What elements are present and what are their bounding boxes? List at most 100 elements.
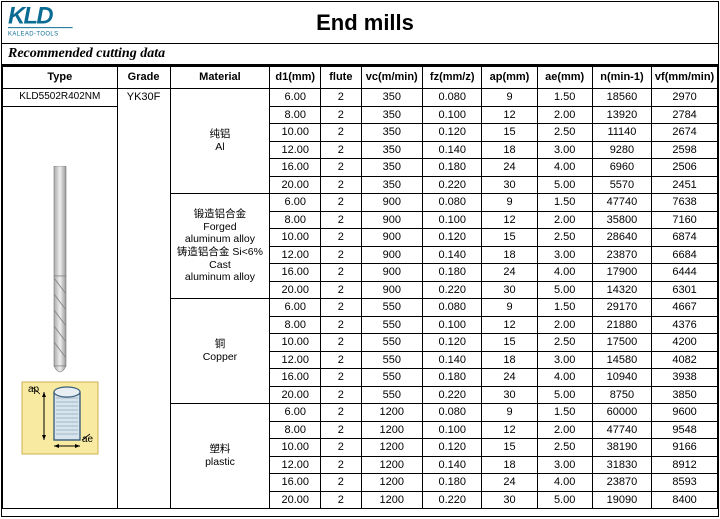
data-cell: 31830: [592, 456, 651, 474]
table-header-row: TypeGradeMateriald1(mm)flutevc(m/min)fz(…: [3, 67, 718, 89]
data-cell: 9: [482, 194, 537, 212]
data-cell: 2: [321, 299, 361, 317]
data-cell: 900: [361, 246, 423, 264]
data-cell: 17500: [592, 334, 651, 352]
data-cell: 0.080: [423, 194, 482, 212]
data-cell: 550: [361, 316, 423, 334]
data-cell: 2451: [652, 176, 718, 194]
col-header: vc(m/min): [361, 67, 423, 89]
data-cell: 2: [321, 159, 361, 177]
col-header: Type: [3, 67, 118, 89]
data-cell: 4.00: [537, 264, 592, 282]
data-cell: 2.50: [537, 229, 592, 247]
data-cell: 12.00: [270, 141, 321, 159]
data-cell: 12.00: [270, 246, 321, 264]
data-cell: 38190: [592, 439, 651, 457]
data-cell: 1200: [361, 404, 423, 422]
data-cell: 23870: [592, 246, 651, 264]
data-cell: 23870: [592, 474, 651, 492]
data-cell: 4667: [652, 299, 718, 317]
data-cell: 2.50: [537, 439, 592, 457]
data-cell: 10.00: [270, 334, 321, 352]
data-cell: 6684: [652, 246, 718, 264]
data-cell: 900: [361, 211, 423, 229]
data-cell: 2: [321, 246, 361, 264]
data-cell: 16.00: [270, 474, 321, 492]
data-cell: 10.00: [270, 229, 321, 247]
data-cell: 4.00: [537, 474, 592, 492]
data-cell: 350: [361, 176, 423, 194]
data-cell: 9166: [652, 439, 718, 457]
cutting-data-table: TypeGradeMateriald1(mm)flutevc(m/min)fz(…: [2, 66, 718, 509]
data-cell: 350: [361, 141, 423, 159]
data-cell: 2: [321, 316, 361, 334]
data-cell: 47740: [592, 194, 651, 212]
data-cell: 3.00: [537, 456, 592, 474]
data-cell: 1.50: [537, 404, 592, 422]
data-cell: 900: [361, 194, 423, 212]
data-cell: 8400: [652, 491, 718, 509]
data-cell: 900: [361, 229, 423, 247]
data-cell: 6301: [652, 281, 718, 299]
header: KLD KALEAD-TOOLS End mills: [2, 2, 718, 44]
col-header: fz(mm/z): [423, 67, 482, 89]
ap-ae-diagram-icon: ap ae: [20, 380, 100, 456]
brand-logo: KLD KALEAD-TOOLS: [2, 3, 92, 42]
data-cell: 0.140: [423, 456, 482, 474]
data-cell: 0.220: [423, 176, 482, 194]
data-cell: 8.00: [270, 421, 321, 439]
data-cell: 29170: [592, 299, 651, 317]
material-cell: 塑料plastic: [170, 404, 270, 509]
page-title: End mills: [92, 10, 718, 36]
data-cell: 20.00: [270, 176, 321, 194]
data-cell: 6.00: [270, 194, 321, 212]
data-cell: 550: [361, 369, 423, 387]
data-cell: 2784: [652, 106, 718, 124]
data-cell: 8912: [652, 456, 718, 474]
data-cell: 14580: [592, 351, 651, 369]
data-cell: 9600: [652, 404, 718, 422]
data-cell: 9548: [652, 421, 718, 439]
data-cell: 4200: [652, 334, 718, 352]
data-cell: 350: [361, 159, 423, 177]
data-cell: 18: [482, 246, 537, 264]
svg-text:KLD: KLD: [8, 3, 53, 29]
data-cell: 15: [482, 124, 537, 142]
data-cell: 35800: [592, 211, 651, 229]
data-cell: 2: [321, 334, 361, 352]
data-cell: 2: [321, 176, 361, 194]
data-cell: 1200: [361, 456, 423, 474]
page: KLD KALEAD-TOOLS End mills Recommended c…: [1, 1, 719, 517]
data-cell: 550: [361, 351, 423, 369]
data-cell: 0.140: [423, 141, 482, 159]
data-cell: 2: [321, 264, 361, 282]
endmill-icon: [47, 166, 73, 376]
data-cell: 12: [482, 316, 537, 334]
data-cell: 9280: [592, 141, 651, 159]
data-cell: 5570: [592, 176, 651, 194]
data-cell: 0.080: [423, 404, 482, 422]
data-cell: 6.00: [270, 404, 321, 422]
data-cell: 18560: [592, 89, 651, 107]
col-header: n(min-1): [592, 67, 651, 89]
data-cell: 1200: [361, 491, 423, 509]
data-cell: 30: [482, 176, 537, 194]
type-image-cell: ap ae: [3, 106, 118, 509]
data-cell: 2.50: [537, 124, 592, 142]
data-cell: 2: [321, 456, 361, 474]
data-cell: 18: [482, 351, 537, 369]
svg-text:ap: ap: [28, 384, 40, 395]
data-cell: 30: [482, 491, 537, 509]
data-cell: 5.00: [537, 176, 592, 194]
data-cell: 18: [482, 141, 537, 159]
data-cell: 2: [321, 491, 361, 509]
col-header: vf(mm/min): [652, 67, 718, 89]
data-cell: 2674: [652, 124, 718, 142]
col-header: flute: [321, 67, 361, 89]
data-cell: 9: [482, 404, 537, 422]
data-cell: 12: [482, 106, 537, 124]
data-cell: 0.100: [423, 106, 482, 124]
data-cell: 5.00: [537, 491, 592, 509]
data-cell: 12: [482, 211, 537, 229]
data-cell: 2: [321, 194, 361, 212]
